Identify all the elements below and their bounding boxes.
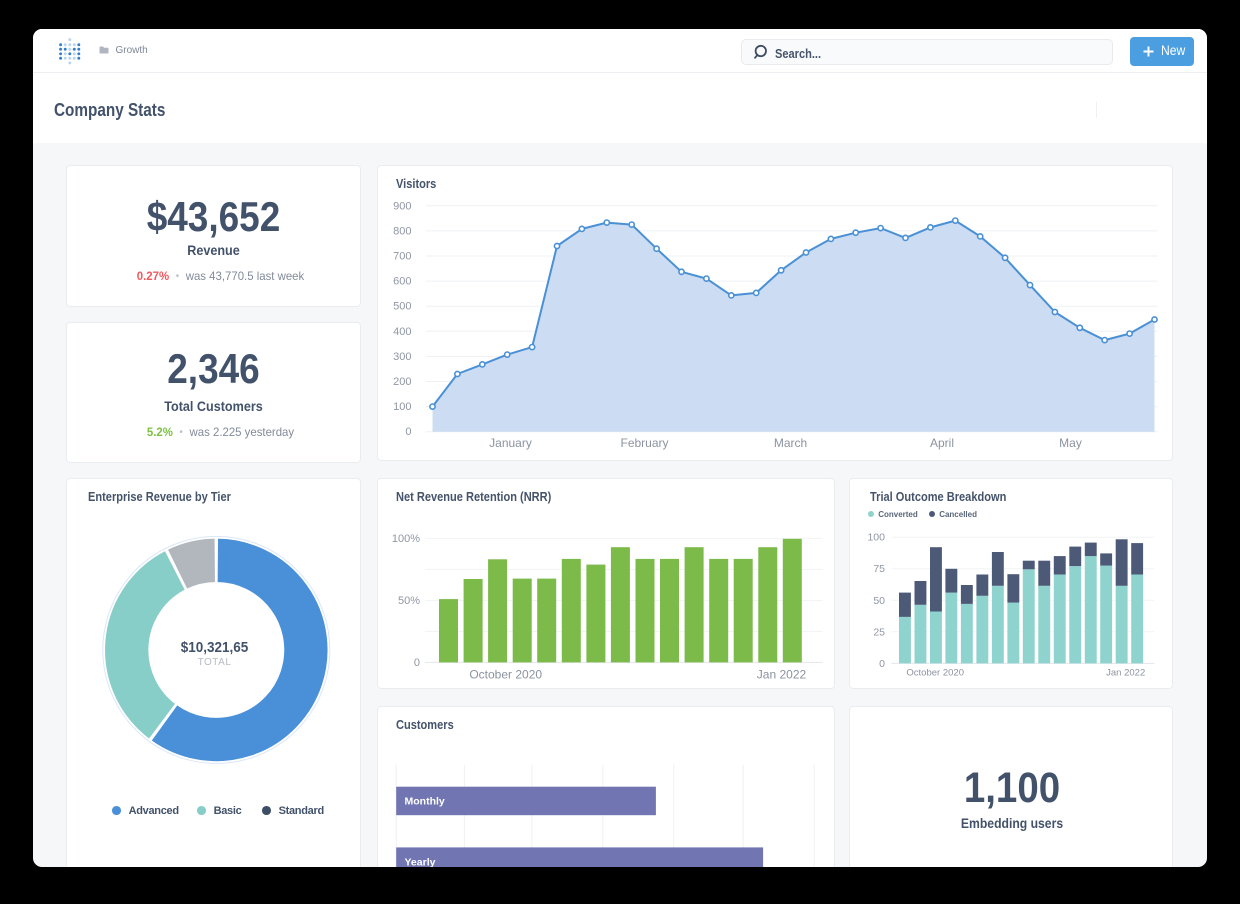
svg-text:Monthly: Monthly	[404, 796, 444, 808]
svg-text:50%: 50%	[397, 595, 419, 607]
svg-text:700: 700	[393, 251, 411, 263]
svg-text:800: 800	[393, 225, 411, 237]
svg-text:75: 75	[873, 563, 885, 575]
svg-text:400: 400	[393, 326, 411, 338]
svg-text:300: 300	[393, 351, 411, 363]
svg-text:April: April	[929, 436, 953, 450]
svg-text:500: 500	[393, 301, 411, 313]
svg-text:May: May	[1059, 436, 1082, 450]
svg-text:100: 100	[867, 532, 885, 544]
svg-text:Jan 2022: Jan 2022	[756, 668, 806, 682]
svg-text:March: March	[773, 436, 806, 450]
svg-text:25: 25	[873, 626, 885, 638]
svg-text:October 2020: October 2020	[469, 668, 542, 682]
svg-text:100: 100	[393, 401, 411, 413]
svg-text:February: February	[620, 436, 668, 450]
svg-text:January: January	[489, 436, 532, 450]
svg-text:900: 900	[393, 200, 411, 212]
svg-text:0: 0	[405, 426, 411, 438]
svg-text:0: 0	[413, 657, 419, 669]
svg-text:0: 0	[879, 658, 885, 670]
svg-text:Jan 2022: Jan 2022	[1106, 668, 1145, 679]
svg-text:600: 600	[393, 276, 411, 288]
svg-text:October 2020: October 2020	[906, 668, 964, 679]
svg-text:100%: 100%	[391, 533, 419, 545]
svg-text:200: 200	[393, 376, 411, 388]
svg-text:50: 50	[873, 595, 885, 607]
svg-text:Yearly: Yearly	[404, 856, 435, 867]
